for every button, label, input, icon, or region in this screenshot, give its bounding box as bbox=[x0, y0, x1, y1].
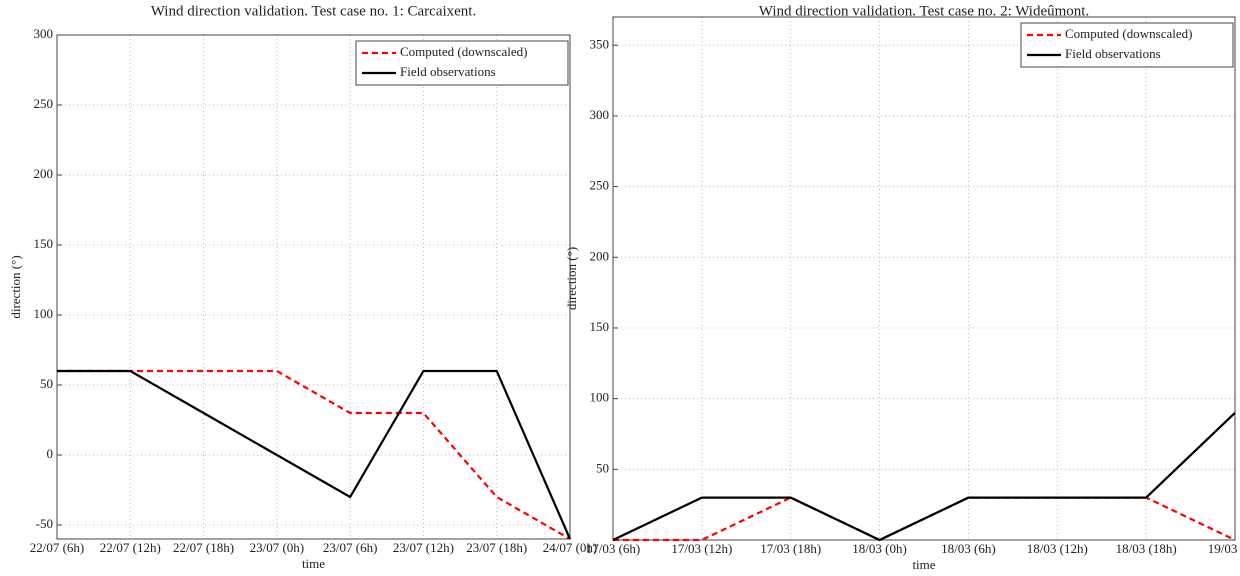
x-axis-label: time bbox=[302, 556, 325, 571]
x-tick-label: 23/07 (18h) bbox=[466, 540, 527, 555]
y-tick-label: 50 bbox=[40, 376, 53, 391]
x-tick-label: 23/07 (6h) bbox=[323, 540, 378, 555]
x-tick-label: 22/07 (18h) bbox=[173, 540, 234, 555]
x-tick-label: 18/03 (12h) bbox=[1027, 541, 1088, 556]
y-tick-label: 200 bbox=[34, 166, 54, 181]
y-tick-label: 50 bbox=[596, 460, 609, 475]
x-tick-label: 18/03 (0h) bbox=[852, 541, 907, 556]
data-line bbox=[57, 369, 571, 540]
x-tick-label: 18/03 (6h) bbox=[941, 541, 996, 556]
legend-label: Field observations bbox=[1065, 46, 1161, 61]
plot-frame bbox=[612, 16, 1236, 541]
x-tick-label: 19/03 (0h) bbox=[1208, 541, 1240, 556]
y-tick-label: 300 bbox=[34, 26, 54, 41]
data-line bbox=[612, 411, 1236, 542]
legend-box bbox=[1020, 22, 1234, 68]
y-tick-label: 100 bbox=[34, 306, 54, 321]
chart-title: Wind direction validation. Test case no.… bbox=[151, 3, 476, 19]
legend-box bbox=[355, 40, 569, 86]
x-tick-label: 17/03 (18h) bbox=[760, 541, 821, 556]
legend-label: Computed (downscaled) bbox=[400, 44, 527, 59]
x-tick-label: 22/07 (12h) bbox=[100, 540, 161, 555]
y-tick-label: 150 bbox=[590, 319, 610, 334]
y-tick-label: 100 bbox=[590, 390, 610, 405]
legend-label: Computed (downscaled) bbox=[1065, 26, 1192, 41]
x-tick-label: 17/03 (6h) bbox=[586, 541, 641, 556]
plot-frame bbox=[56, 34, 571, 540]
x-tick-label: 22/07 (6h) bbox=[30, 540, 85, 555]
legend-label: Field observations bbox=[400, 64, 496, 79]
y-tick-label: 250 bbox=[590, 178, 610, 193]
y-tick-label: 250 bbox=[34, 96, 54, 111]
chart-title: Wind direction validation. Test case no.… bbox=[759, 3, 1089, 19]
y-tick-label: 0 bbox=[47, 446, 54, 461]
y-axis-label: direction (°) bbox=[8, 255, 23, 318]
y-axis-label: direction (°) bbox=[564, 247, 579, 310]
x-tick-label: 18/03 (18h) bbox=[1116, 541, 1177, 556]
y-tick-label: 300 bbox=[590, 107, 610, 122]
y-tick-label: 200 bbox=[590, 248, 610, 263]
x-tick-label: 23/07 (0h) bbox=[250, 540, 305, 555]
x-tick-label: 24/07 (0h) bbox=[543, 540, 598, 555]
y-tick-label: -50 bbox=[36, 516, 53, 531]
y-tick-label: 350 bbox=[590, 36, 610, 51]
y-tick-label: 150 bbox=[34, 236, 54, 251]
data-line bbox=[57, 369, 572, 540]
x-tick-label: 17/03 (12h) bbox=[671, 541, 732, 556]
x-tick-label: 23/07 (12h) bbox=[393, 540, 454, 555]
x-axis-label: time bbox=[912, 557, 935, 572]
